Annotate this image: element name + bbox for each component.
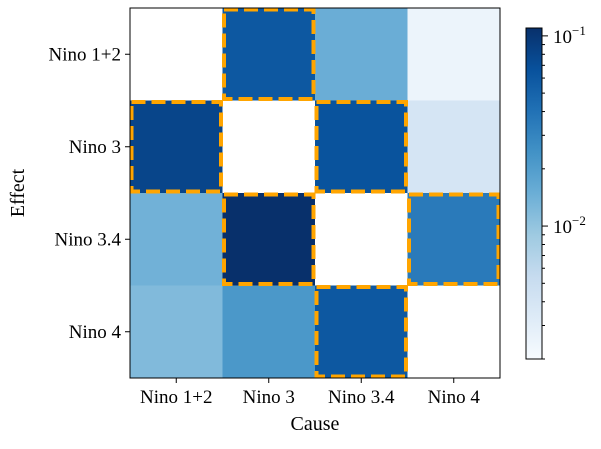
colorbar-gradient — [525, 27, 543, 360]
heatmap-cell — [407, 285, 501, 379]
heatmap-cell — [222, 193, 316, 286]
x-axis-label: Cause — [291, 413, 340, 435]
y-tick-label: Nino 1+2 — [49, 44, 121, 65]
heatmap-cell — [130, 285, 223, 379]
heatmap-cell — [130, 8, 223, 101]
heatmap-cell — [407, 100, 501, 194]
colorbar-ticks: 10−1 10−2 — [542, 23, 586, 360]
x-tick-label: Nino 3 — [243, 387, 295, 408]
heatmap-cell — [130, 100, 223, 194]
heatmap-cell — [222, 285, 316, 379]
colorbar-tick-label: 10−2 — [553, 213, 586, 238]
heatmap-cells — [130, 8, 501, 379]
highlight-box — [129, 100, 223, 194]
colorbar: 10−1 10−2 — [525, 23, 586, 360]
highlight-box — [314, 100, 408, 194]
highlight-box — [222, 192, 316, 286]
x-axis-ticks: Nino 1+2 Nino 3 Nino 3.4 Nino 4 — [140, 378, 480, 408]
heatmap-cell — [222, 100, 316, 194]
y-axis-label: Effect — [7, 168, 29, 217]
highlight-box — [222, 7, 316, 101]
heatmap-cell — [407, 193, 501, 286]
heatmap-cell — [315, 100, 408, 194]
highlight-boxes — [129, 7, 501, 379]
heatmap-cell — [222, 8, 316, 101]
y-axis-ticks: Nino 1+2 Nino 3 Nino 3.4 Nino 4 — [49, 44, 130, 343]
x-tick-label: Nino 4 — [428, 387, 481, 408]
heatmap-cell — [315, 285, 408, 379]
y-tick-label: Nino 4 — [69, 322, 122, 343]
colorbar-tick-label: 10−1 — [553, 23, 586, 48]
y-tick-label: Nino 3.4 — [55, 229, 122, 250]
plot-frame — [129, 7, 501, 379]
highlight-box — [314, 285, 408, 379]
heatmap-cell — [130, 193, 223, 286]
heatmap-cell — [315, 8, 408, 101]
heatmap-cell — [315, 193, 408, 286]
y-tick-label: Nino 3 — [69, 137, 121, 158]
heatmap-cell — [407, 8, 501, 101]
x-tick-label: Nino 3.4 — [328, 387, 395, 408]
highlight-box — [407, 192, 501, 286]
x-tick-label: Nino 1+2 — [140, 387, 212, 408]
